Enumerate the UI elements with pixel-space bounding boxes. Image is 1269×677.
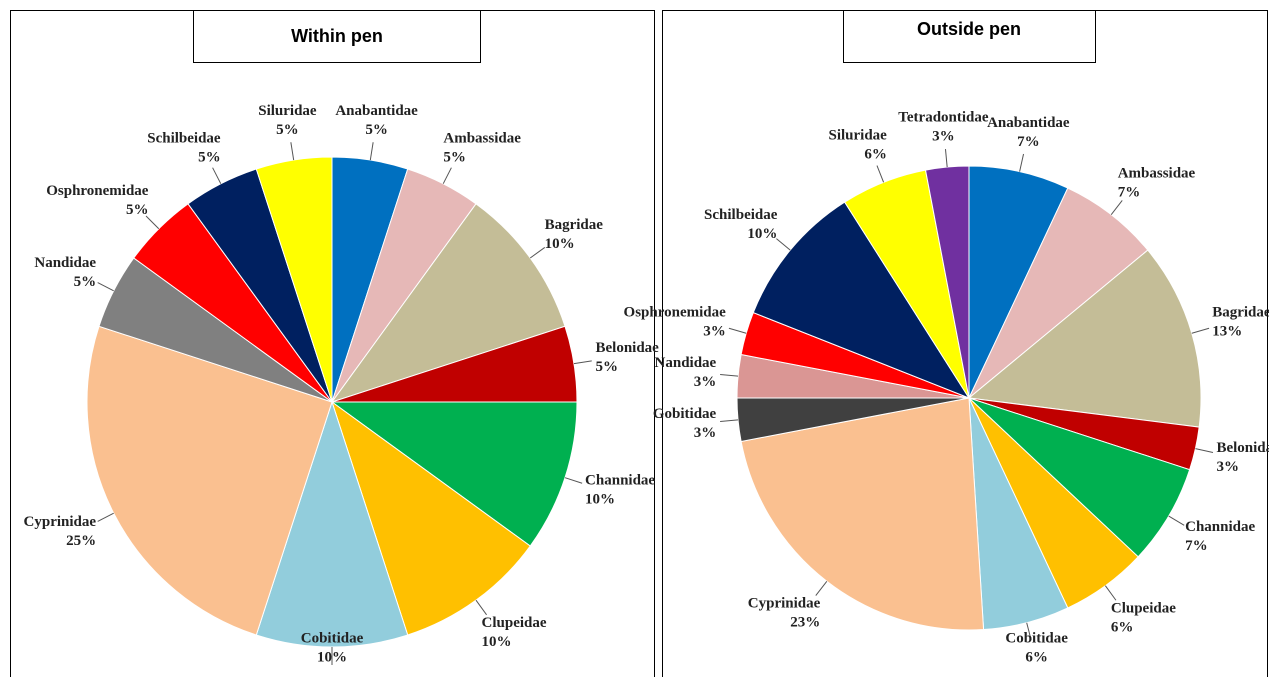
slice-value: 3%: [694, 374, 717, 390]
slice-value: 6%: [1025, 649, 1048, 665]
leader-line: [97, 282, 114, 292]
pie-slice: [968, 397, 1191, 558]
slice-label: Osphronemidae: [46, 183, 149, 199]
slice-value: 7%: [1185, 538, 1208, 554]
slice-value: 7%: [1017, 134, 1040, 150]
slice-value: 13%: [1212, 324, 1242, 340]
slice-label: Cyprinidae: [24, 514, 97, 530]
title-box: [843, 10, 1096, 63]
leader-line: [475, 599, 487, 616]
slice-value: 3%: [1216, 459, 1239, 475]
slice-value: 23%: [790, 614, 820, 630]
leader-line: [1195, 448, 1214, 454]
leader-line: [442, 167, 452, 184]
slice-value: 5%: [365, 122, 388, 138]
pie-slice: [330, 401, 578, 547]
slice-label: Gobitidae: [653, 406, 717, 422]
slice-label: Siluridae: [829, 128, 888, 144]
leader-line: [564, 477, 583, 484]
title-box: [193, 10, 481, 63]
pie-slice: [330, 203, 566, 403]
slice-label: Nandidae: [34, 255, 96, 271]
leader-line: [944, 149, 948, 168]
leader-line: [290, 142, 295, 161]
leader-line: [728, 327, 747, 334]
slice-value: 3%: [932, 129, 955, 145]
leader-line: [97, 512, 114, 522]
slice-label: Tetradontidae: [898, 110, 989, 126]
pie-slice: [968, 165, 1069, 399]
slice-label: Cobitidae: [301, 630, 364, 646]
slice-label: Clupeidae: [482, 615, 547, 631]
leader-line: [1019, 153, 1025, 172]
slice-value: 5%: [276, 122, 299, 138]
leader-line: [1191, 327, 1210, 334]
slice-label: Ambassidae: [1118, 166, 1196, 182]
slice-label: Cyprinidae: [748, 595, 821, 611]
slice-label: Clupeidae: [1111, 600, 1176, 616]
chart-title: Within pen: [291, 26, 383, 46]
slice-label: Ambassidae: [443, 131, 521, 147]
slice-label: Belonida: [1216, 440, 1269, 456]
slice-label: Schilbeidae: [704, 207, 778, 223]
slice-label: Siluridae: [258, 103, 317, 119]
pie-slice: [752, 201, 971, 400]
slice-label: Channidae: [1185, 519, 1255, 535]
slice-value: 10%: [482, 634, 512, 650]
pie-slice: [740, 397, 985, 631]
slice-label: Nandidae: [655, 355, 717, 371]
slice-value: 6%: [1111, 619, 1134, 635]
slice-label: Osphronemidae: [624, 305, 727, 321]
leader-line: [573, 360, 592, 365]
slice-value: 5%: [74, 274, 97, 290]
leader-line: [720, 373, 739, 377]
slice-value: 7%: [1118, 185, 1141, 201]
slice-label: Anabantidae: [335, 103, 418, 119]
leader-line: [1104, 585, 1117, 601]
slice-label: Bagridae: [1212, 305, 1269, 321]
pie-slice: [968, 187, 1149, 399]
pie-slice: [967, 249, 1202, 428]
leader-line: [145, 215, 160, 230]
slice-value: 5%: [198, 150, 221, 166]
slice-value: 5%: [595, 359, 618, 375]
leader-line: [720, 419, 739, 423]
slice-value: 10%: [317, 649, 347, 665]
slice-value: 25%: [66, 533, 96, 549]
leader-line: [1110, 200, 1123, 215]
leader-line: [1168, 515, 1185, 526]
slice-value: 3%: [694, 425, 717, 441]
slice-value: 6%: [864, 147, 887, 163]
slice-label: Cobitidae: [1005, 630, 1068, 646]
slice-value: 10%: [585, 492, 615, 508]
slice-value: 10%: [747, 226, 777, 242]
leader-line: [212, 167, 222, 184]
slice-label: Channidae: [585, 473, 655, 489]
leader-line: [776, 238, 791, 251]
slice-label: Schilbeidae: [147, 131, 221, 147]
slice-label: Bagridae: [545, 217, 604, 233]
leader-line: [1026, 622, 1032, 641]
leader-line: [815, 581, 828, 596]
leader-line: [369, 142, 374, 161]
leader-line: [876, 165, 885, 183]
slice-label: Anabantidae: [987, 115, 1070, 131]
chart-title: Outside pen: [917, 19, 1021, 39]
pie-slice: [331, 400, 531, 636]
slice-value: 5%: [443, 150, 466, 166]
slice-label: Belonidae: [595, 340, 659, 356]
slice-value: 3%: [703, 324, 726, 340]
slice-value: 5%: [126, 202, 149, 218]
slice-value: 10%: [545, 236, 575, 252]
leader-line: [529, 247, 546, 259]
